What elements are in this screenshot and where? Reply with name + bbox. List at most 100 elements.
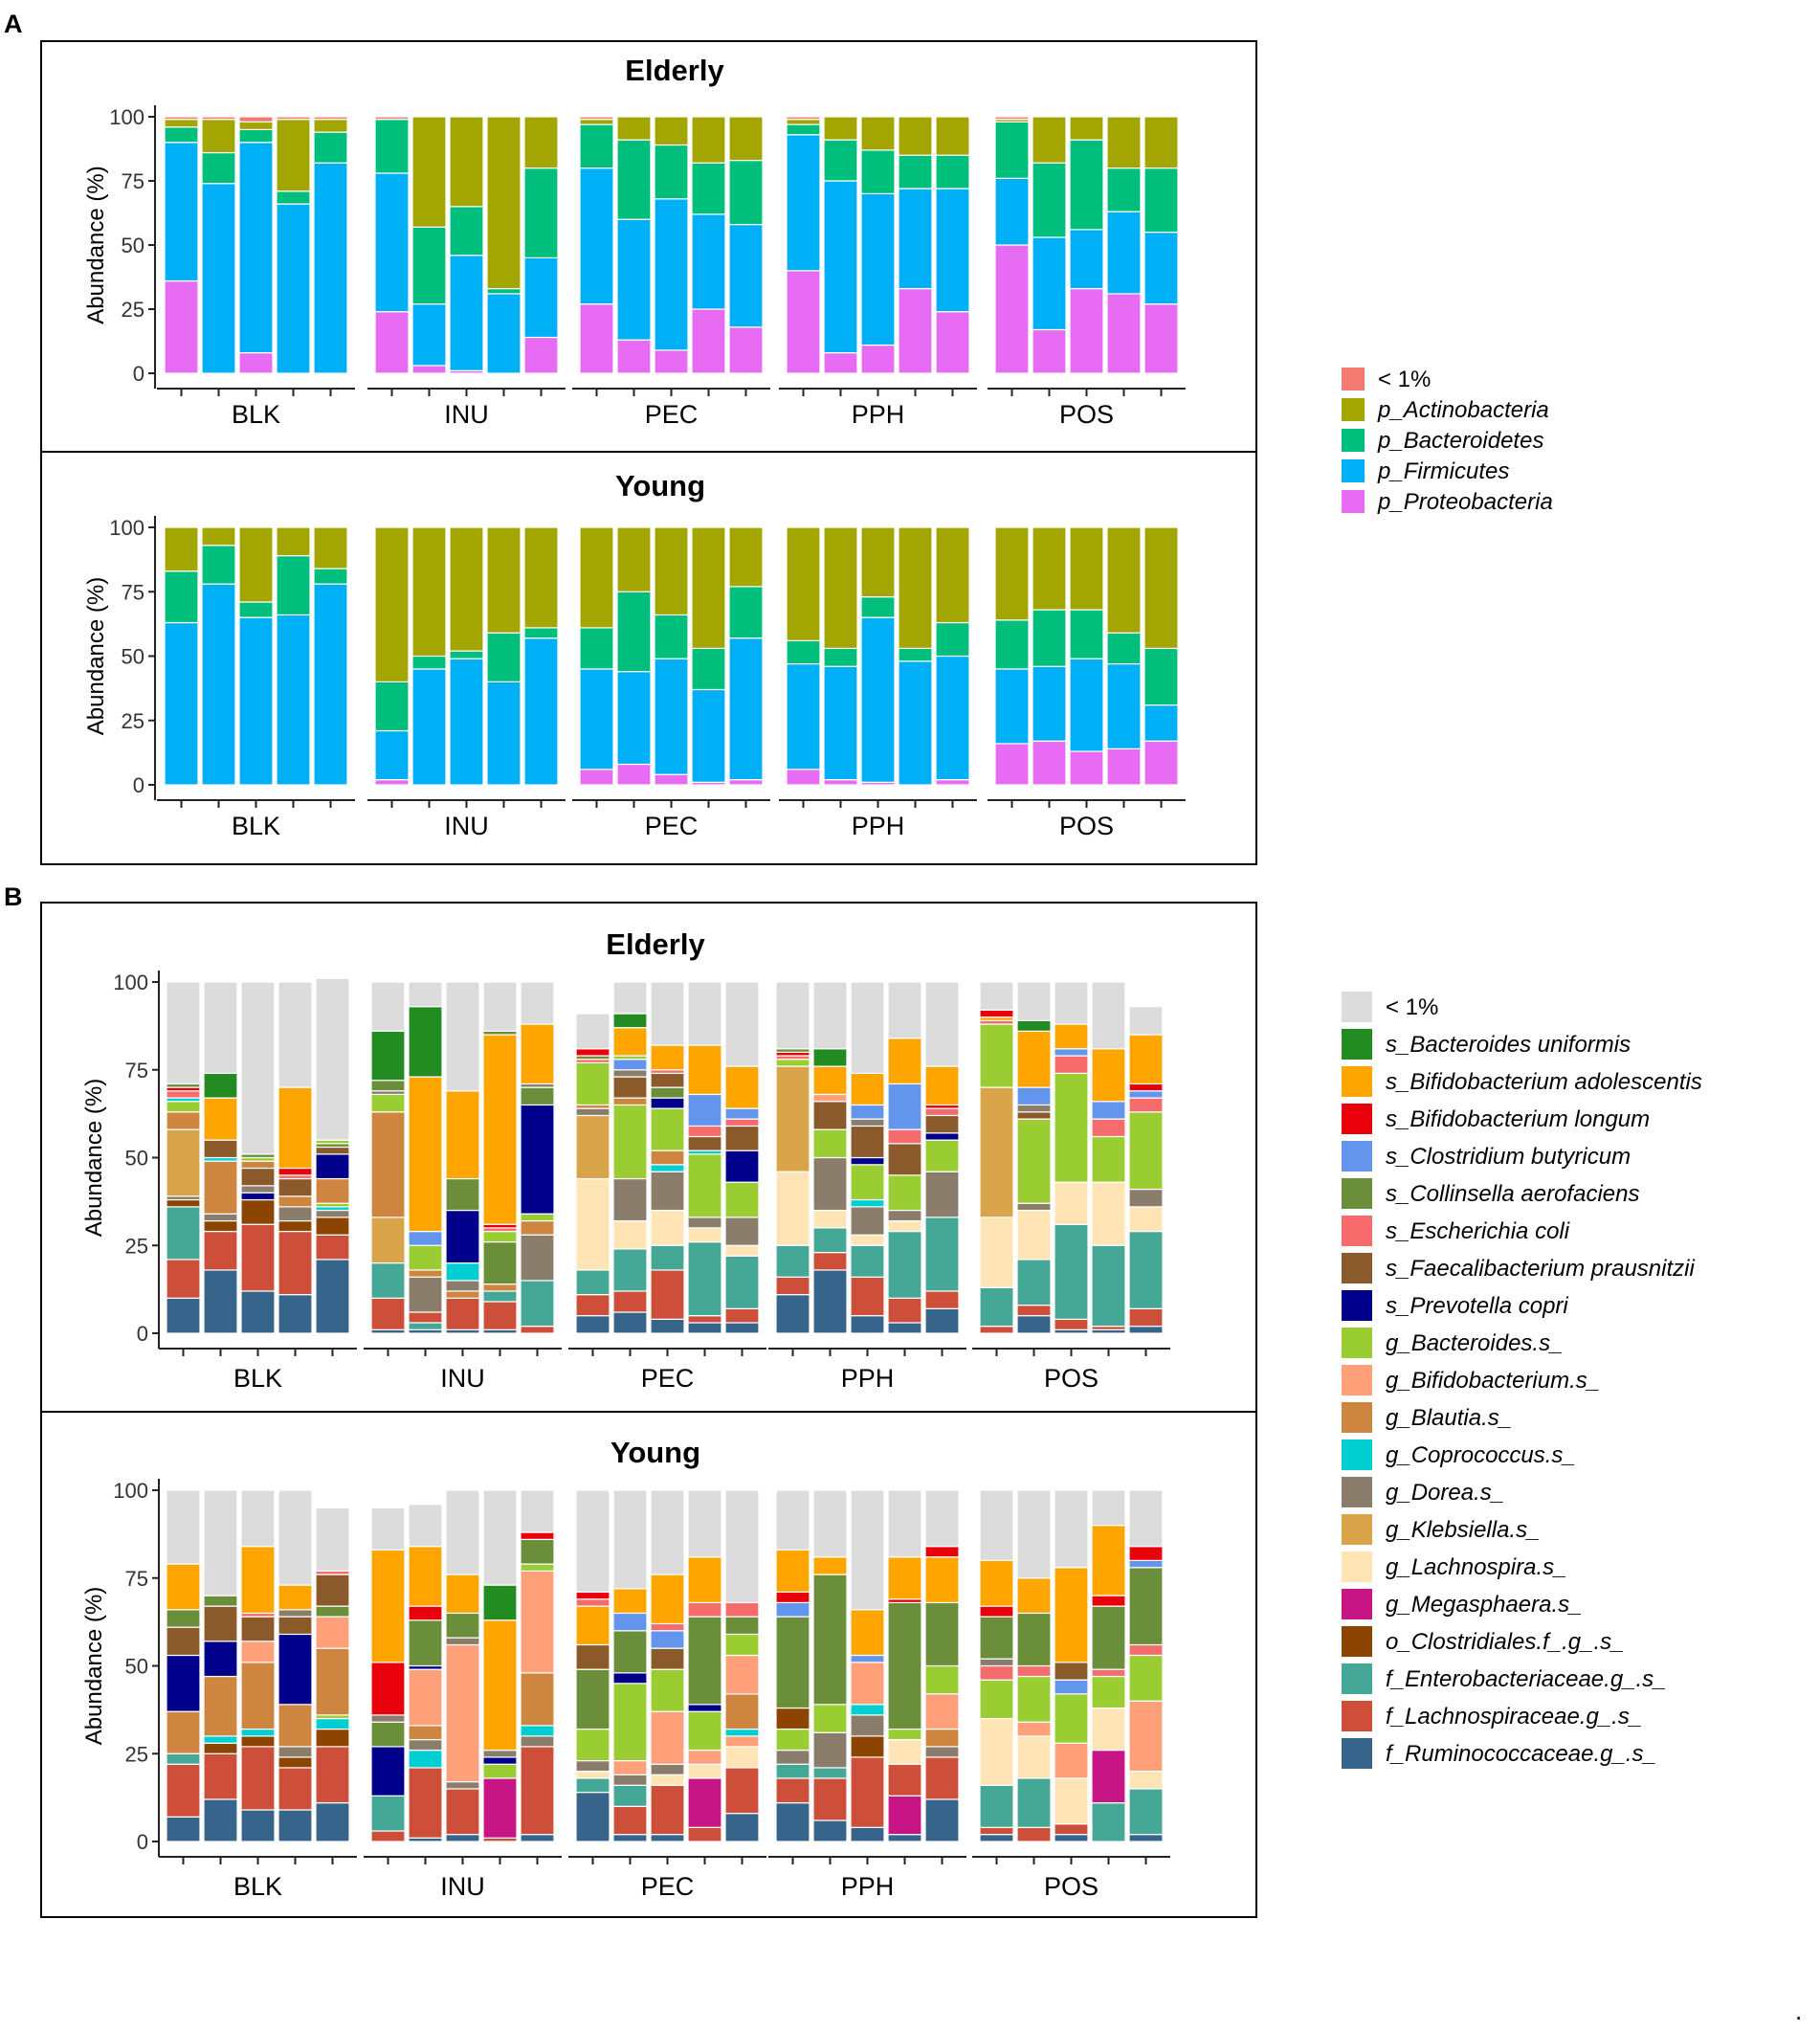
bar-segment-s-clostridium-butyricum (612, 1059, 648, 1071)
bar-segment-s-faecalibacterium-prausnitzii (650, 1647, 685, 1670)
bar-elderly-inu-5 (520, 981, 555, 1334)
y-tick-label: 0 (133, 773, 144, 797)
bar-young-pph-2 (812, 1489, 848, 1842)
legend-swatch (1342, 1029, 1372, 1060)
facet-b-young: Young 0 25 50 75 100 Abundance (%) BLK INU PEC PPH… (81, 1436, 1170, 1901)
bar-segment-g-dorea-s (1128, 1188, 1164, 1208)
bar-segment-p-proteobacteria (1106, 748, 1142, 786)
bar-segment-s-collinsella-aerofaciens (166, 1609, 201, 1628)
bar-segment-p-actinobacteria (1143, 526, 1179, 650)
bar-segment-f-lachnospiraceae-g-s (812, 1251, 848, 1271)
bar-segment-f-ruminococcaceae-g-s (924, 1798, 960, 1842)
bar-segment-f-enterobacteriaceae-g-s (166, 1752, 201, 1765)
bar-segment-g-dorea-s (445, 1280, 480, 1292)
legend-swatch (1342, 1216, 1372, 1246)
bar-segment-p-bacteroidetes (201, 545, 236, 585)
bar-segment-g-dorea-s (650, 1763, 685, 1775)
bar-segment-g-bacteroides-s (482, 1230, 518, 1243)
bar-segment-p-actinobacteria (449, 116, 484, 208)
bar-segment-g-lachnospira-s (1054, 1181, 1089, 1225)
bar-segment-p-actinobacteria (201, 526, 236, 547)
legend-label: g_Klebsiella.s_ (1386, 1517, 1540, 1543)
bar-segment-p-firmicutes (994, 177, 1030, 246)
bar-segment-g-lachnospira-s (1091, 1707, 1126, 1752)
y-tick-label: 75 (125, 1567, 148, 1591)
bar-segment-1 (240, 1489, 276, 1548)
bar-young-pec-3 (650, 1489, 685, 1842)
bar-segment-1 (1054, 1489, 1089, 1569)
y-tick-label: 100 (109, 105, 144, 129)
x-group-label-blk: BLK (232, 400, 280, 429)
bar-segment-s-bifidobacterium-adolescentis (850, 1609, 885, 1657)
legend-label: s_Bifidobacterium adolescentis (1386, 1069, 1702, 1095)
bar-segment-p-bacteroidetes (276, 554, 311, 616)
bar-segment-p-firmicutes (654, 198, 689, 351)
legend-label: s_Faecalibacterium prausnitzii (1386, 1256, 1695, 1282)
bar-segment-p-firmicutes (1032, 665, 1067, 742)
bar-segment-p-proteobacteria (786, 769, 821, 786)
bar-segment-p-firmicutes (1143, 704, 1179, 742)
legend-swatch (1342, 1066, 1372, 1097)
bar-young-inu-1 (374, 526, 410, 786)
x-group-label-inu: INU (444, 812, 489, 840)
bar-segment-s-collinsella-aerofaciens (370, 1721, 406, 1748)
bar-segment-p-actinobacteria (313, 526, 348, 569)
bar-segment-g-dorea-s (315, 1209, 350, 1218)
bar-segment-p-firmicutes (860, 616, 896, 783)
facet-a-elderly: Elderly 0 25 50 75 100 Abundance (%) BLK INU PEC P… (83, 54, 1186, 429)
bar-segment-f-lachnospiraceae-g-s (520, 1326, 555, 1334)
bar-segment-s-bifidobacterium-adolescentis (1054, 1567, 1089, 1663)
bar-segment-s-collinsella-aerofaciens (520, 1538, 555, 1565)
facet-title-elderly: Elderly (606, 927, 705, 961)
bar-segment-s-prevotella-copri (482, 1756, 518, 1765)
bar-elderly-pos-5 (1128, 1006, 1164, 1334)
bar-segment-s-faecalibacterium-prausnitzii (315, 1146, 350, 1155)
bar-segment-p-firmicutes (523, 637, 559, 786)
bar-segment-p-proteobacteria (994, 743, 1030, 786)
bar-segment-s-clostridium-butyricum (850, 1654, 885, 1663)
bar-elderly-pos-2 (1016, 981, 1052, 1334)
legend-swatch (1342, 1440, 1372, 1470)
bar-segment-g-dorea-s (370, 1714, 406, 1723)
bar-elderly-pec-3 (654, 116, 689, 374)
bar-segment-f-enterobacteriaceae-g-s (979, 1784, 1014, 1828)
bar-young-pph-4 (887, 1489, 922, 1842)
bar-segment-s-bifidobacterium-longum (1128, 1546, 1164, 1561)
y-axis-title: Abundance (%) (81, 1587, 107, 1745)
bar-segment-p-actinobacteria (898, 526, 933, 650)
bar-segment-f-lachnospiraceae-g-s (887, 1763, 922, 1797)
bar-segment-f-ruminococcaceae-g-s (812, 1819, 848, 1842)
bar-segment-p-actinobacteria (276, 526, 311, 557)
bar-young-pec-2 (616, 526, 652, 786)
bar-elderly-blk-2 (203, 981, 238, 1334)
bar-segment-p-proteobacteria (1143, 303, 1179, 374)
bar-young-pph-2 (823, 526, 858, 786)
bar-segment-p-firmicutes (313, 583, 348, 786)
bar-segment-p-actinobacteria (1106, 116, 1142, 169)
bar-segment-1 (1128, 1006, 1164, 1036)
bar-elderly-pos-3 (1054, 981, 1089, 1334)
bar-segment-s-bifidobacterium-adolescentis (203, 1097, 238, 1141)
x-group-label-pph: PPH (841, 1364, 895, 1393)
bar-elderly-pec-4 (687, 981, 722, 1334)
bar-segment-f-lachnospiraceae-g-s (408, 1767, 443, 1839)
legend-item-1: < 1% (1342, 992, 1438, 1022)
bar-segment-s-collinsella-aerofaciens (812, 1573, 848, 1706)
bar-elderly-pph-1 (775, 981, 810, 1334)
bar-segment-s-escherichia-coli (575, 1598, 610, 1607)
bar-segment-g-dorea-s (612, 1069, 648, 1078)
bar-segment-g-bifidobacterium-s (1128, 1700, 1164, 1773)
bar-segment-g-bacteroides-s (166, 1101, 201, 1113)
bar-segment-f-ruminococcaceae-g-s (1128, 1834, 1164, 1842)
bar-segment-f-ruminococcaceae-g-s (203, 1269, 238, 1334)
facet-b-elderly: Elderly 0 25 50 75 100 Abundance (%) BLK INU PEC P… (81, 927, 1170, 1393)
bar-segment-p-bacteroidetes (860, 596, 896, 618)
bar-segment-s-collinsella-aerofaciens (408, 1619, 443, 1667)
bar-segment-g-megasphaera-s (687, 1777, 722, 1828)
bar-segment-p-bacteroidetes (728, 159, 764, 226)
bar-segment-s-bifidobacterium-longum (924, 1546, 960, 1558)
bar-segment-s-bifidobacterium-adolescentis (924, 1556, 960, 1604)
bar-segment-p-bacteroidetes (898, 647, 933, 662)
bar-segment-p-actinobacteria (728, 526, 764, 588)
bar-segment-g-dorea-s (408, 1738, 443, 1752)
